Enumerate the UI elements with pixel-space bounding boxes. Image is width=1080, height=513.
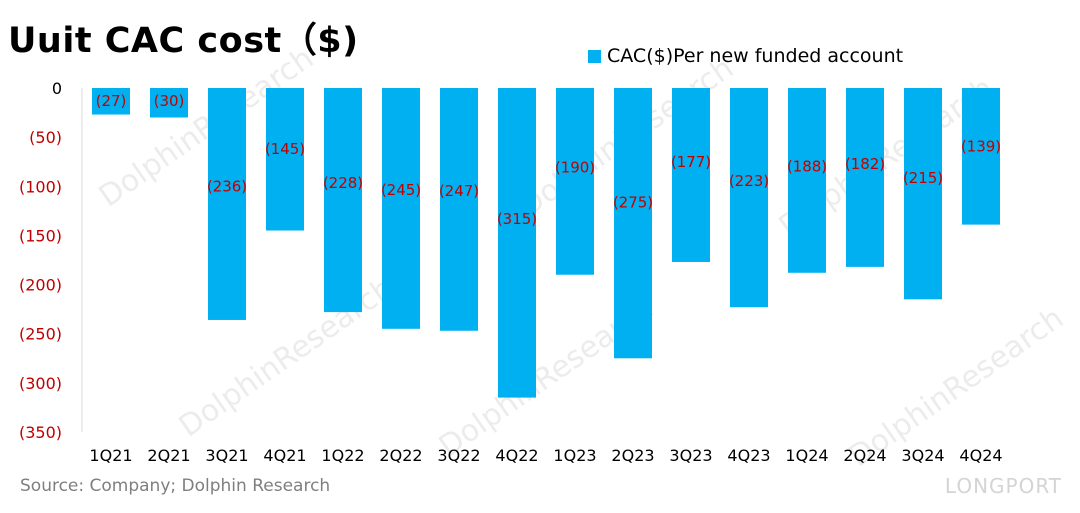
data-label: (188): [787, 158, 827, 176]
bar: [672, 88, 710, 262]
bar-chart: 0 (50) (100) (150) (200) (250) (300) (350) (27) 1…: [19, 79, 1003, 465]
x-tick-label: 4Q23: [727, 446, 770, 465]
data-label: (315): [497, 210, 537, 228]
bar: [556, 88, 594, 275]
data-label: (228): [323, 174, 363, 192]
data-label: (145): [265, 140, 305, 158]
x-tick-label: 1Q21: [89, 446, 132, 465]
y-tick-label: (250): [19, 325, 62, 344]
bar: [730, 88, 768, 308]
x-tick-label: 4Q21: [263, 446, 306, 465]
data-label: (30): [154, 92, 185, 110]
y-tick-label: (100): [19, 177, 62, 196]
x-tick-label: 2Q24: [843, 446, 886, 465]
data-label: (245): [381, 181, 421, 199]
y-tick-label: (150): [19, 226, 62, 245]
data-label: (139): [961, 137, 1001, 155]
source-note: Source: Company; Dolphin Research: [20, 476, 331, 496]
legend-swatch: [588, 49, 601, 63]
chart-legend: CAC($)Per new funded account: [588, 45, 903, 67]
x-tick-label: 3Q24: [901, 446, 944, 465]
x-tick-label: 1Q23: [553, 446, 596, 465]
x-tick-label: 2Q21: [147, 446, 190, 465]
chart-title: Uuit CAC cost（$): [8, 21, 359, 61]
data-label: (236): [207, 177, 247, 195]
bar: [788, 88, 826, 273]
y-tick-label: (300): [19, 374, 62, 393]
data-label: (215): [903, 169, 943, 187]
x-tick-label: 1Q24: [785, 446, 828, 465]
x-tick-label: 3Q23: [669, 446, 712, 465]
x-tick-label: 3Q22: [437, 446, 480, 465]
bar: [382, 88, 420, 329]
bar: [150, 88, 188, 118]
bar: [324, 88, 362, 313]
x-tick-label: 2Q23: [611, 446, 654, 465]
data-label: (177): [671, 153, 711, 171]
x-tick-label: 4Q22: [495, 446, 538, 465]
data-label: (223): [729, 172, 769, 190]
y-tick-label: (350): [19, 423, 62, 442]
x-tick-label: 1Q22: [321, 446, 364, 465]
legend-label: CAC($)Per new funded account: [607, 45, 904, 67]
x-tick-label: 3Q21: [205, 446, 248, 465]
data-label: (182): [845, 155, 885, 173]
bar: [614, 88, 652, 359]
x-tick-label: 4Q24: [959, 446, 1002, 465]
y-tick-label: (200): [19, 276, 62, 295]
bar: [498, 88, 536, 398]
bar: [266, 88, 304, 231]
data-label: (190): [555, 158, 595, 176]
data-label: (27): [96, 92, 127, 110]
bar: [92, 88, 130, 115]
data-label: (275): [613, 194, 653, 212]
y-tick-label: (50): [29, 128, 62, 147]
bar: [904, 88, 942, 300]
brand-logo: LONGPORT: [944, 474, 1062, 498]
bar: [846, 88, 884, 267]
bar: [208, 88, 246, 320]
bar: [440, 88, 478, 331]
bar: [962, 88, 1000, 225]
y-tick-label: 0: [52, 79, 62, 98]
x-tick-label: 2Q22: [379, 446, 422, 465]
data-label: (247): [439, 182, 479, 200]
